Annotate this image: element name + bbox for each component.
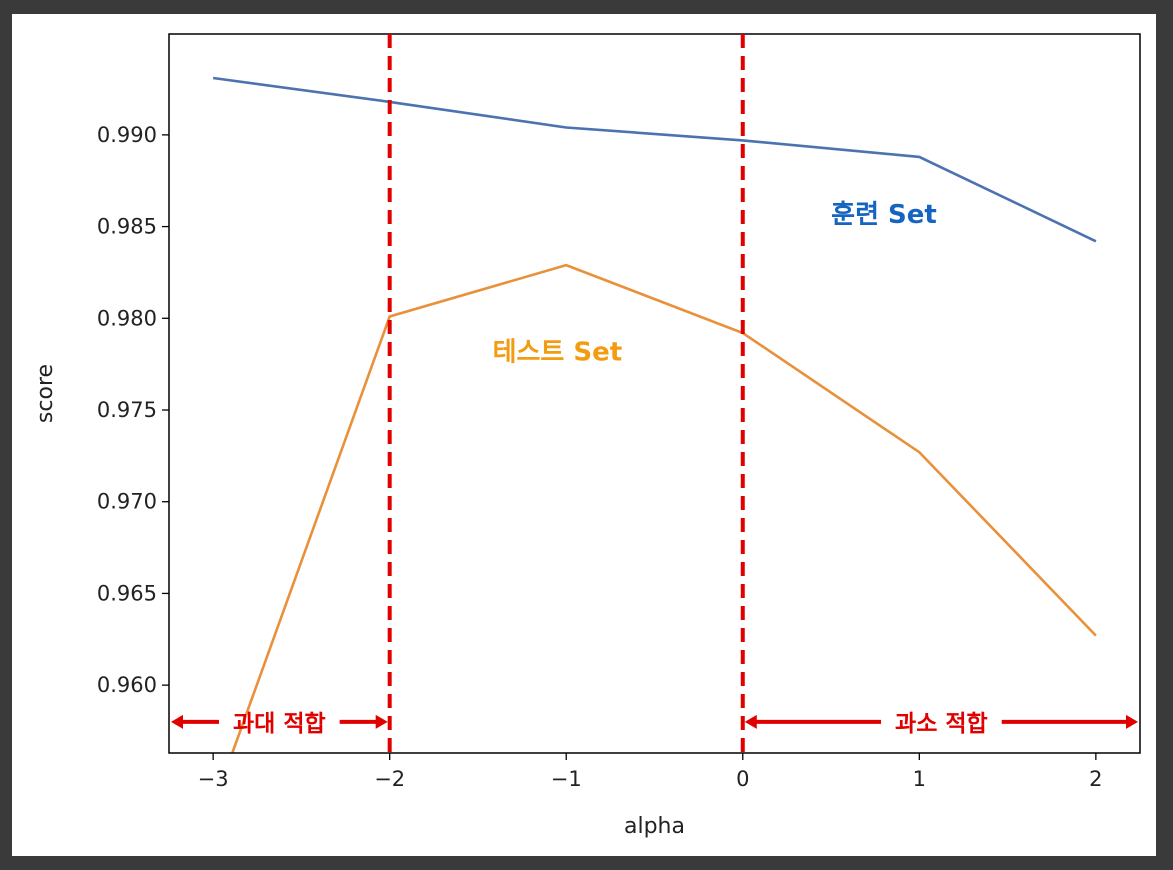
- arrow-head: [171, 714, 183, 729]
- x-tick-label: 2: [1089, 767, 1102, 791]
- series-annotation: 테스트 Set: [493, 337, 623, 367]
- y-tick-label: 0.985: [97, 215, 157, 239]
- arrow-head: [1126, 714, 1138, 729]
- series-line-1: [212, 76, 1097, 243]
- x-tick-label: −1: [551, 767, 582, 791]
- arrow-head: [375, 714, 388, 729]
- line-chart: 0.960 0.965 0.970 0.975 0.980 0.985 0.990 −3 −2…: [33, 33, 1141, 839]
- x-axis-label: alpha: [624, 814, 685, 839]
- y-tick-label: 0.980: [97, 306, 157, 330]
- y-tick-label: 0.990: [97, 123, 157, 147]
- x-tick-label: 1: [913, 767, 926, 791]
- y-tick-label: 0.965: [97, 581, 157, 605]
- y-tick-label: 0.960: [97, 673, 157, 697]
- y-axis: 0.960 0.965 0.970 0.975 0.980 0.985 0.990: [97, 123, 169, 697]
- x-tick-label: −2: [374, 767, 405, 791]
- series-annotation: 훈련 Set: [831, 200, 937, 230]
- region-label: 과대 적합: [233, 711, 326, 737]
- arrow-head: [744, 714, 757, 729]
- x-tick-label: 0: [736, 767, 749, 791]
- region-label: 과소 적합: [895, 711, 988, 737]
- x-tick-label: −3: [198, 767, 229, 791]
- series-line-2: [230, 263, 1097, 753]
- y-axis-label: score: [33, 364, 58, 423]
- chart-frame: 0.960 0.965 0.970 0.975 0.980 0.985 0.990 −3 −2…: [12, 14, 1156, 856]
- y-tick-label: 0.975: [97, 398, 157, 422]
- x-axis: −3 −2 −1 0 1 2: [198, 753, 1103, 791]
- y-tick-label: 0.970: [97, 490, 157, 514]
- plot-area-border: [168, 33, 1141, 754]
